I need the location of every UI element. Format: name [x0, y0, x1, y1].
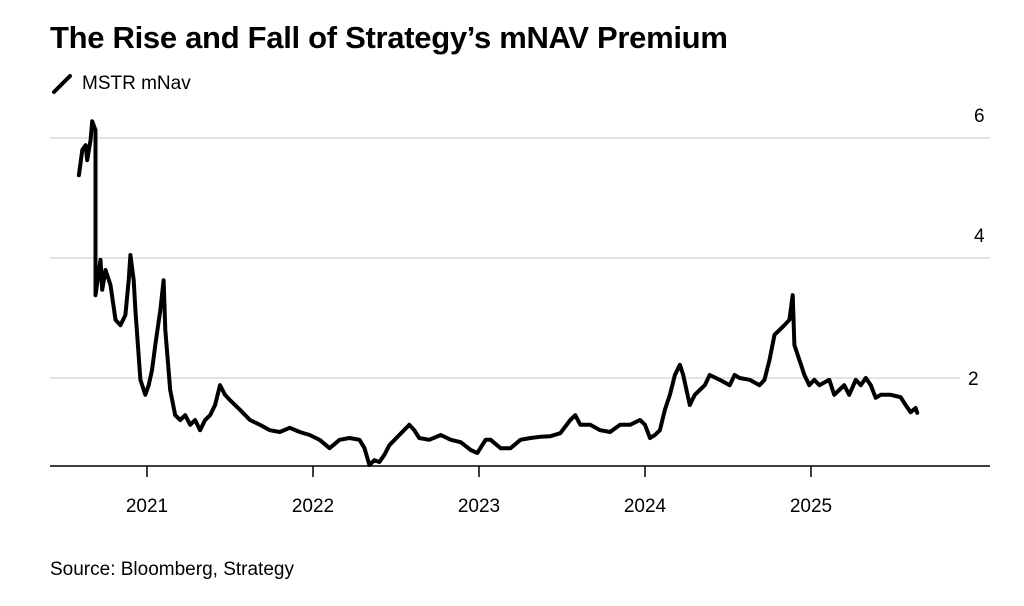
y-tick-label: 2 — [968, 369, 979, 390]
x-tick-label: 2022 — [292, 496, 334, 517]
legend-line-icon — [52, 74, 72, 94]
legend-label: MSTR mNav — [82, 73, 191, 94]
legend: MSTR mNav — [50, 72, 191, 96]
source-note: Source: Bloomberg, Strategy — [50, 559, 294, 580]
x-tick-label: 2024 — [624, 496, 667, 517]
y-tick-label: 4 — [974, 226, 985, 247]
chart-title: The Rise and Fall of Strategy’s mNAV Pre… — [50, 20, 728, 55]
x-tick-label: 2021 — [126, 496, 168, 517]
x-tick-label: 2023 — [458, 496, 500, 517]
series-line-mstr-mnav — [76, 119, 920, 467]
x-tick-label: 2025 — [790, 496, 832, 517]
y-tick-label: 6 — [974, 106, 985, 127]
